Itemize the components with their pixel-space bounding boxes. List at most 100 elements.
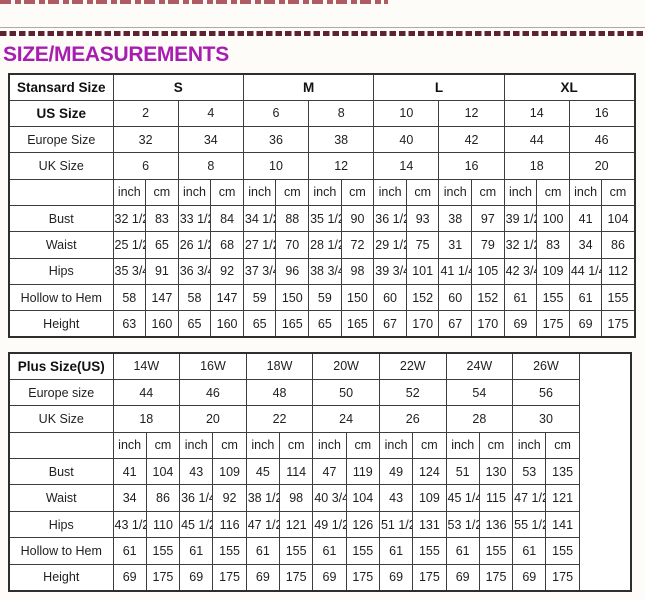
- value-cell: 152: [471, 283, 505, 312]
- value-cell: 175: [536, 310, 570, 338]
- value-cell: 86: [145, 484, 181, 512]
- row-label-cell: Height: [8, 310, 114, 338]
- value-cell: 36 3/4: [177, 257, 212, 285]
- value-cell: 2: [112, 99, 179, 128]
- value-cell: inch: [568, 178, 603, 206]
- value-cell: 150: [340, 283, 375, 312]
- value-cell: 175: [545, 563, 580, 592]
- value-cell: 39 1/2: [503, 204, 538, 233]
- value-cell: 65: [242, 310, 277, 338]
- value-cell: 84: [210, 204, 244, 233]
- value-cell: 44: [503, 126, 570, 154]
- value-cell: 104: [601, 204, 636, 233]
- value-cell: 51: [445, 458, 480, 486]
- value-cell: 44 1/4: [568, 257, 603, 285]
- value-cell: cm: [345, 431, 380, 460]
- value-cell: 16: [568, 99, 636, 128]
- value-cell: 18: [503, 152, 570, 180]
- value-cell: 14: [373, 152, 440, 180]
- value-cell: 61: [245, 537, 281, 565]
- row-label-cell: Hollow to Hem: [8, 283, 114, 312]
- value-cell: 86: [601, 231, 636, 259]
- value-cell: 31: [438, 231, 473, 259]
- value-cell: 115: [478, 484, 514, 512]
- table-row: Height 69 175 69 175 69 175 69 175 69 175 69 175 69 17…: [8, 563, 631, 592]
- value-cell: 61: [179, 537, 214, 565]
- value-cell: 38: [438, 204, 473, 233]
- value-cell: 52: [378, 378, 447, 407]
- value-cell: 49: [378, 458, 414, 486]
- row-label-cell: Bust: [8, 458, 114, 486]
- value-cell: 170: [405, 310, 440, 338]
- row-label-cell: Europe size: [8, 378, 114, 407]
- value-cell: 43: [378, 484, 414, 512]
- value-cell: 28: [445, 405, 514, 433]
- value-cell: 112: [601, 257, 636, 285]
- value-cell: cm: [145, 178, 179, 206]
- value-cell: 14: [503, 99, 570, 128]
- value-cell: 91: [145, 257, 179, 285]
- value-cell: 147: [145, 283, 179, 312]
- value-cell: 97: [471, 204, 505, 233]
- value-cell: 75: [405, 231, 440, 259]
- value-cell: 50: [312, 378, 380, 407]
- value-cell: 67: [373, 310, 407, 338]
- value-cell: 59: [308, 283, 342, 312]
- row-label-cell: Hips: [8, 257, 114, 285]
- value-cell: 92: [210, 257, 244, 285]
- value-cell: 59: [242, 283, 277, 312]
- value-cell: cm: [340, 178, 375, 206]
- value-cell: 124: [412, 458, 447, 486]
- value-cell: 10: [373, 99, 440, 128]
- table-row: Height 63 160 65 160 65 165 65 165 67 170 67 170 69 17…: [8, 310, 636, 338]
- value-cell: 63: [112, 310, 147, 338]
- value-cell: 130: [478, 458, 514, 486]
- value-cell: 104: [145, 458, 181, 486]
- value-cell: 155: [279, 537, 314, 565]
- row-label-cell: Bust: [8, 204, 114, 233]
- value-cell: 60: [438, 283, 473, 312]
- value-cell: 98: [340, 257, 375, 285]
- value-cell: cm: [405, 178, 440, 206]
- value-cell: 35 1/2: [308, 204, 342, 233]
- value-cell: inch: [438, 178, 473, 206]
- value-cell: 44: [112, 378, 181, 407]
- value-cell: 155: [345, 537, 380, 565]
- table-row: Hips 43 1/2 110 45 1/2 116 47 1/2 121 49 1/2 126…: [8, 510, 631, 539]
- table-row: Europe size 44 46 48 50 52 54 56: [8, 378, 631, 407]
- value-cell: 61: [378, 537, 414, 565]
- value-cell: 100: [536, 204, 570, 233]
- value-cell: 92: [212, 484, 247, 512]
- table-row: UK Size 18 20 22 24 26 28 30: [8, 405, 631, 433]
- value-cell: 150: [275, 283, 310, 312]
- value-cell: 61: [503, 283, 538, 312]
- row-label-cell: Hips: [8, 510, 114, 539]
- value-cell: 20W: [312, 352, 380, 380]
- row-label-cell: UK Size: [8, 152, 114, 180]
- value-cell: cm: [545, 431, 580, 460]
- value-cell: 58: [112, 283, 147, 312]
- value-cell: 58: [177, 283, 212, 312]
- value-cell: 8: [308, 99, 375, 128]
- value-cell: 12: [438, 99, 505, 128]
- value-cell: 69: [512, 563, 547, 592]
- value-cell: 61: [312, 537, 347, 565]
- value-cell: 126: [345, 510, 380, 539]
- value-cell: 152: [405, 283, 440, 312]
- value-cell: 155: [478, 537, 514, 565]
- value-cell: 6: [242, 99, 310, 128]
- value-cell: [578, 352, 632, 592]
- value-cell: 155: [545, 537, 580, 565]
- value-cell: 34 1/2: [242, 204, 277, 233]
- value-cell: 90: [340, 204, 375, 233]
- value-cell: cm: [210, 178, 244, 206]
- value-cell: 72: [340, 231, 375, 259]
- row-label-cell: Waist: [8, 484, 114, 512]
- value-cell: 38: [308, 126, 375, 154]
- value-cell: 65: [177, 310, 212, 338]
- row-label-cell: Europe Size: [8, 126, 114, 154]
